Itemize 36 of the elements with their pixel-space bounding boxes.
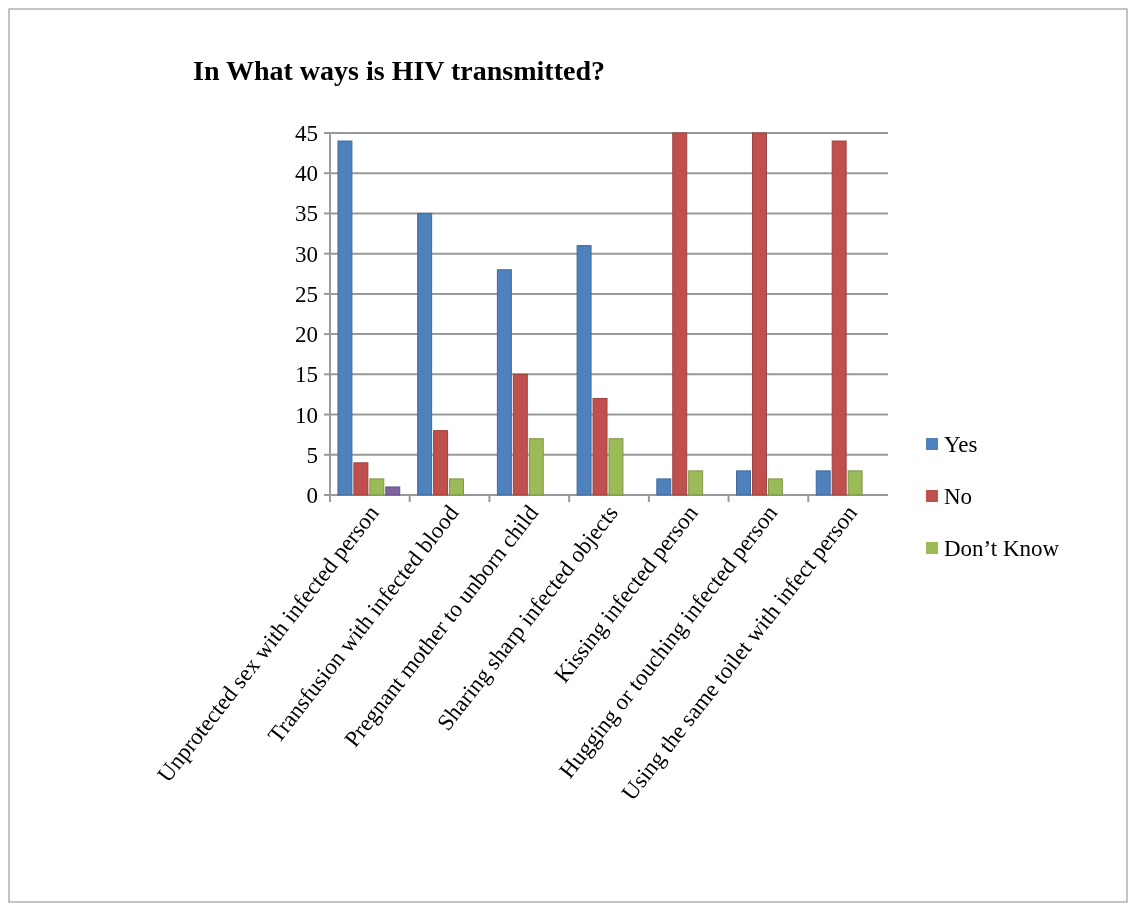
bar	[592, 397, 608, 496]
bar	[751, 132, 767, 496]
bar	[815, 470, 831, 496]
bar	[847, 470, 863, 496]
bar	[672, 132, 688, 496]
bar	[688, 470, 704, 496]
bar	[385, 486, 401, 496]
legend-label: No	[944, 484, 973, 510]
y-tick-label: 20	[295, 322, 318, 348]
bar	[433, 430, 449, 496]
bar	[496, 269, 512, 496]
legend-label: Don’t Know	[944, 536, 1060, 562]
bar	[512, 373, 528, 496]
y-tick-label: 45	[295, 121, 318, 147]
y-tick-label: 5	[306, 442, 318, 468]
chart-title: In What ways is HIV transmitted?	[193, 55, 606, 86]
legend-label: Yes	[944, 432, 978, 458]
bar	[369, 478, 385, 496]
bar	[831, 140, 847, 496]
y-tick-label: 30	[295, 241, 318, 267]
bar	[449, 478, 465, 496]
y-tick-label: 25	[295, 281, 318, 307]
bar	[736, 470, 751, 496]
y-tick-label: 10	[295, 402, 318, 428]
y-tick-label: 15	[295, 362, 318, 388]
y-tick-label: 0	[306, 483, 318, 509]
bar	[417, 212, 433, 496]
y-tick-label: 35	[295, 201, 318, 227]
bar	[608, 438, 624, 496]
bar	[528, 438, 544, 496]
bar	[353, 462, 369, 496]
bar	[656, 478, 672, 496]
bar	[576, 245, 592, 496]
bar	[337, 140, 353, 496]
bar	[767, 478, 783, 496]
y-tick-label: 40	[295, 161, 318, 187]
